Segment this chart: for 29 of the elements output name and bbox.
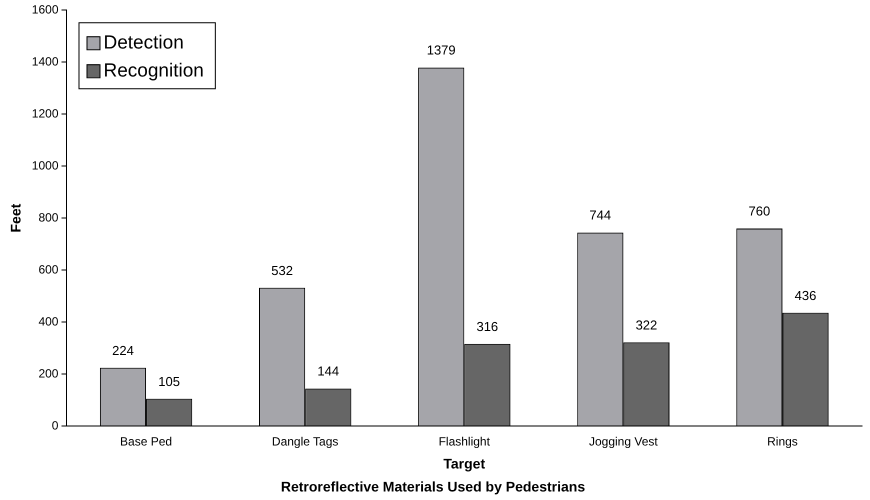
- x-tick-label: Flashlight: [438, 434, 491, 449]
- x-axis-title: Target: [443, 456, 486, 472]
- y-tick-label: 800: [38, 210, 59, 224]
- y-tick-label: 1200: [32, 106, 59, 120]
- data-label: 105: [158, 374, 180, 389]
- y-tick-label: 400: [38, 314, 59, 328]
- data-label: 760: [748, 204, 770, 219]
- data-label: 1379: [426, 42, 456, 58]
- y-tick-label: 200: [38, 366, 59, 380]
- y-tick-label: 600: [38, 262, 59, 276]
- y-axis-title: Feet: [7, 203, 24, 232]
- y-tick-label: 0: [52, 418, 59, 432]
- x-tick-label: Jogging Vest: [588, 434, 658, 449]
- data-label: 744: [589, 208, 612, 223]
- x-tick-label: Rings: [767, 434, 798, 449]
- legend-label: Detection: [103, 32, 184, 54]
- data-label: 436: [794, 288, 816, 303]
- data-label: 322: [636, 317, 658, 332]
- data-label: 532: [271, 262, 293, 278]
- y-tick-label: 1400: [32, 54, 59, 68]
- data-label: 316: [476, 318, 498, 334]
- y-tick-label: 1000: [32, 158, 59, 172]
- data-label: 144: [317, 364, 340, 379]
- text: Retroreflective Materials Used by Pedestrians: [280, 478, 586, 494]
- legend-label: Recognition: [103, 60, 204, 82]
- y-tick-label: 1600: [32, 2, 59, 17]
- x-tick-label: Dangle Tags: [272, 434, 338, 449]
- data-label: 224: [112, 342, 134, 358]
- x-tick-label: Base Ped: [120, 434, 172, 449]
